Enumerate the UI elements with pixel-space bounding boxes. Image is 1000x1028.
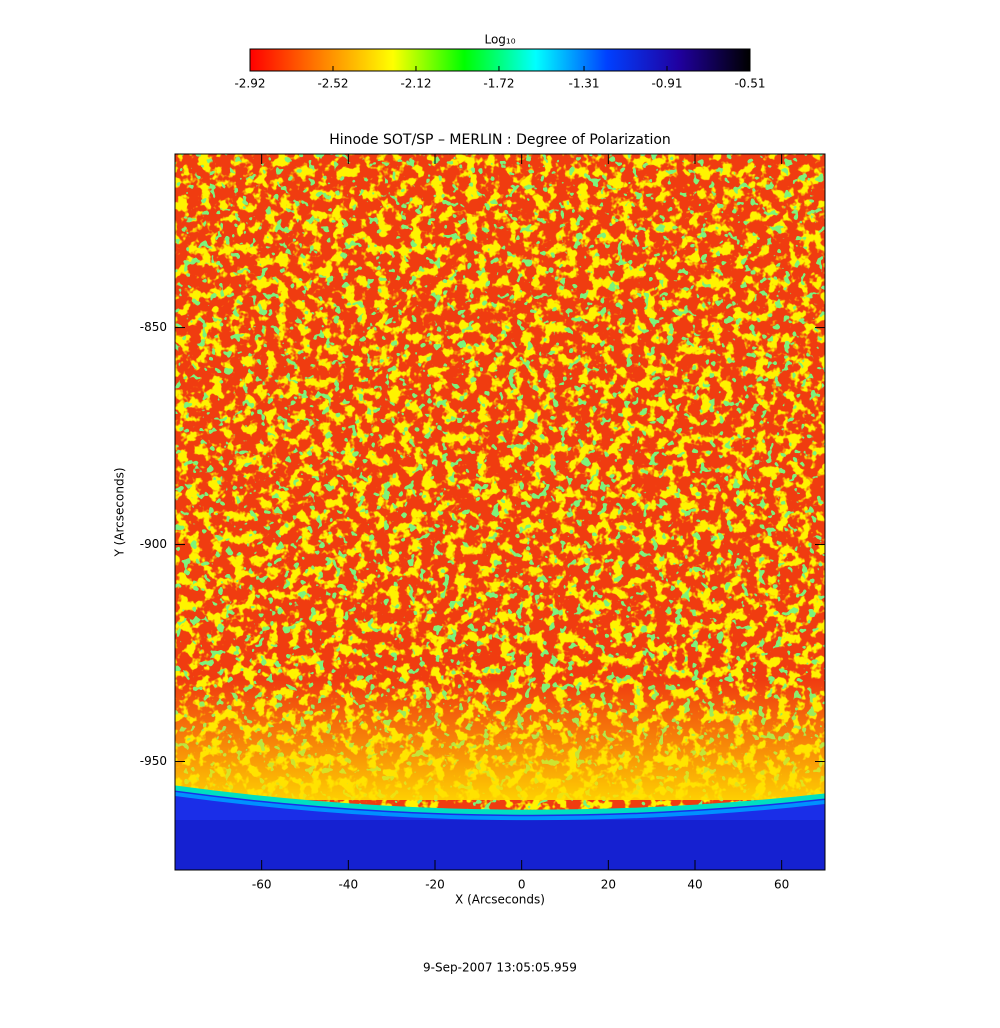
footer-timestamp: 9-Sep-2007 13:05:05.959 xyxy=(423,961,577,975)
colorbar-tick-label: -0.51 xyxy=(734,77,765,91)
colorbar-tick-label: -2.92 xyxy=(234,77,265,91)
colorbar-tick-label: -1.72 xyxy=(483,77,514,91)
plot-frame xyxy=(174,153,826,871)
y-tick-label: -950 xyxy=(140,754,167,768)
colorbar-tick-label: -2.52 xyxy=(317,77,348,91)
x-tick-label: -40 xyxy=(339,878,359,892)
x-tick-label: 20 xyxy=(601,878,616,892)
heatmap-image xyxy=(175,154,825,870)
x-tick-label: -60 xyxy=(252,878,272,892)
chart-title: Hinode SOT/SP – MERLIN : Degree of Polar… xyxy=(329,132,671,148)
y-tick-label: -900 xyxy=(140,537,167,551)
x-tick-label: -20 xyxy=(425,878,445,892)
x-axis-label: X (Arcseconds) xyxy=(455,893,545,907)
colorbar xyxy=(249,48,751,72)
x-tick-label: 0 xyxy=(518,878,526,892)
colorbar-tick-label: -2.12 xyxy=(400,77,431,91)
x-tick-label: 40 xyxy=(687,878,702,892)
y-axis-label: Y (Arcseconds) xyxy=(113,467,127,557)
y-tick-label: -850 xyxy=(140,320,167,334)
colorbar-label: Log₁₀ xyxy=(484,33,515,47)
x-tick-label: 60 xyxy=(774,878,789,892)
colorbar-tick-label: -1.31 xyxy=(568,77,599,91)
colorbar-tick-label: -0.91 xyxy=(651,77,682,91)
